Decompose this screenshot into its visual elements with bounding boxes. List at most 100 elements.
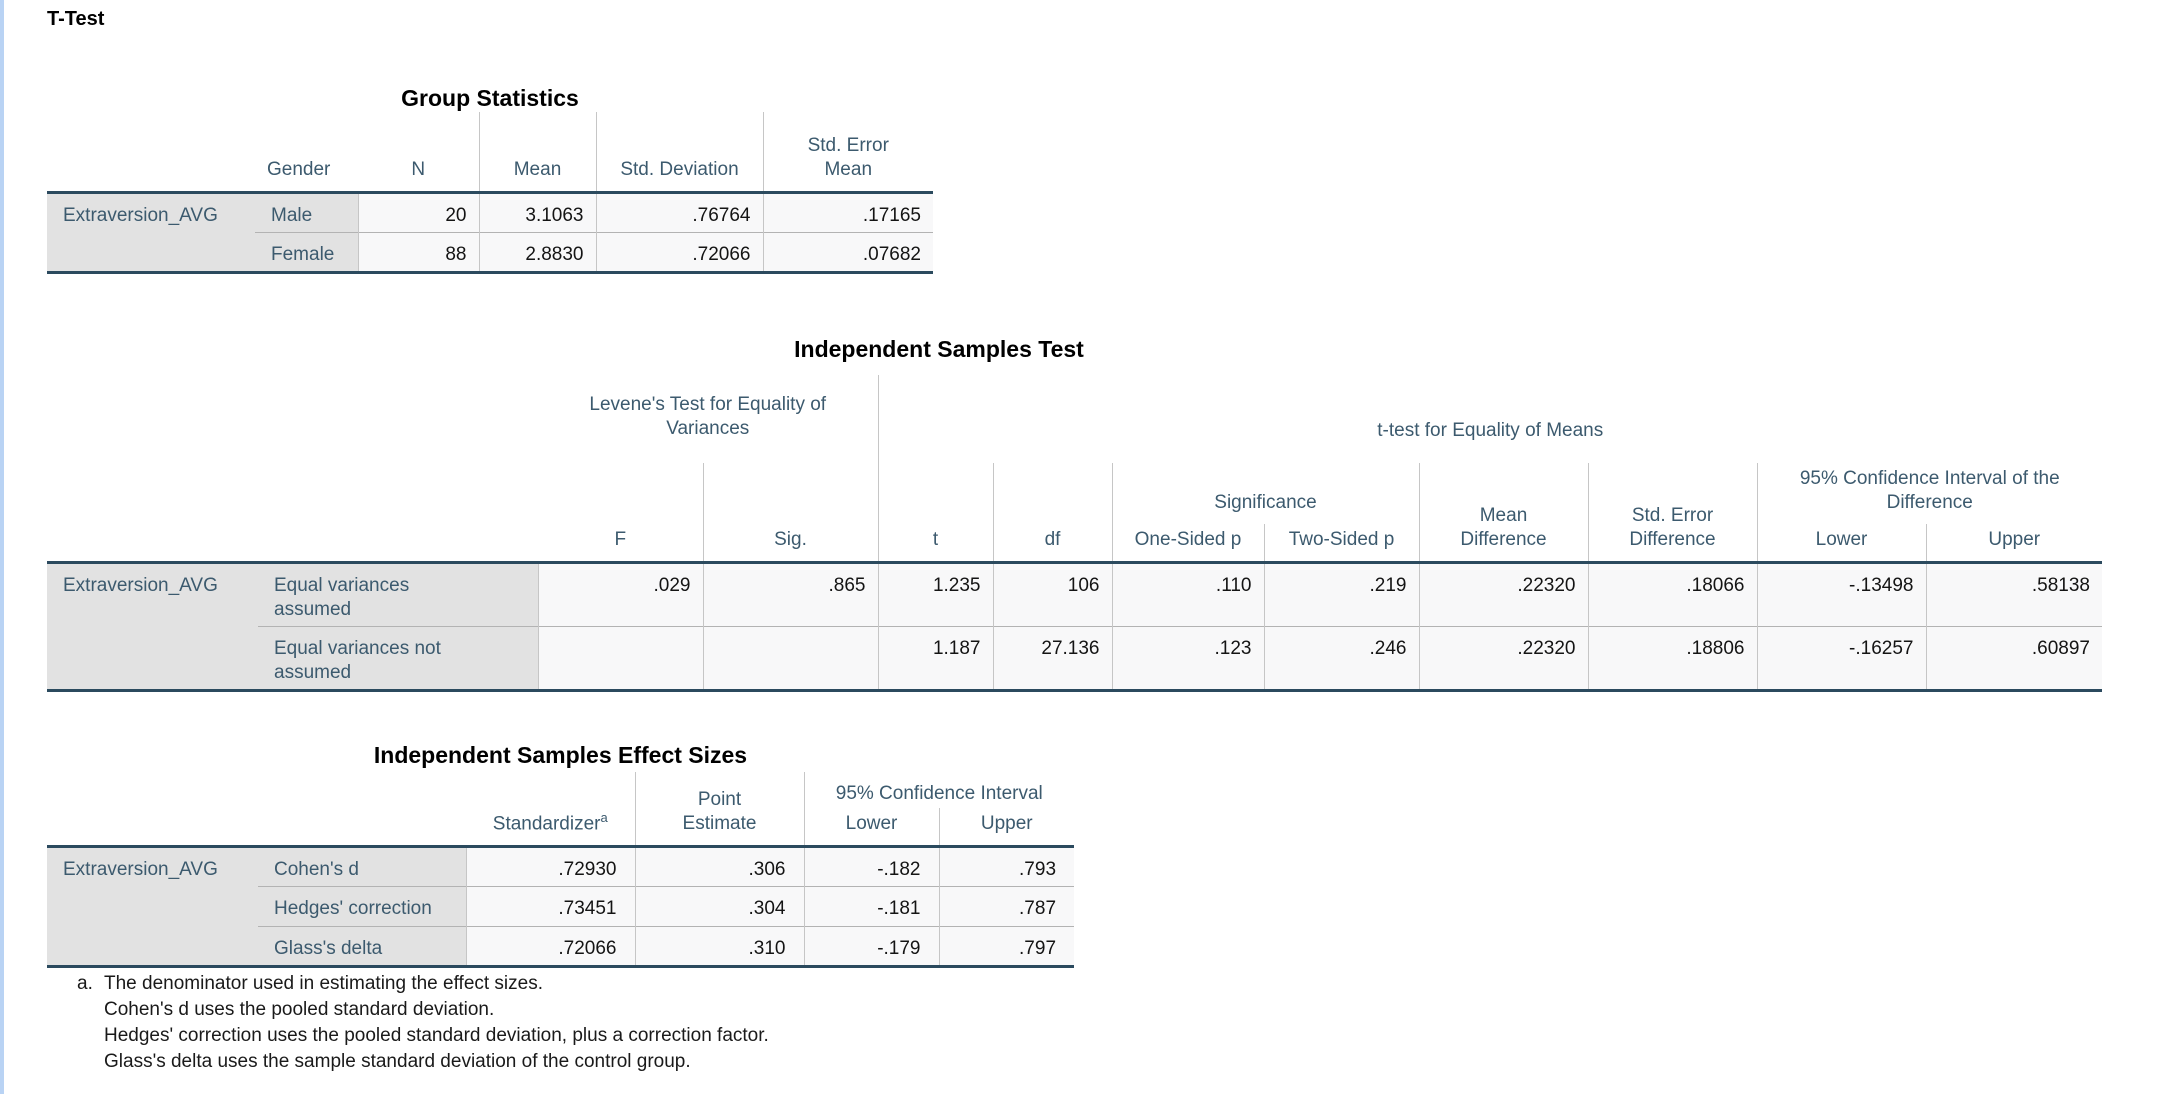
- ist-row-equal-variances-assumed: Extraversion_AVG Equal variances assumed…: [47, 561, 2102, 692]
- ist-value-two-sided-p: .246: [1263, 626, 1419, 692]
- es-measure-label: Hedges' correction: [258, 886, 466, 927]
- es-value-point-estimate: .304: [634, 886, 804, 927]
- gs-value-mean: 3.1063: [478, 190, 596, 232]
- ist-row-equal-variances-not-assumed: Equal variances not assumed 1.187 27.136…: [47, 626, 2102, 692]
- gs-value-std-error-mean: .17165: [762, 190, 933, 232]
- ist-header-mean-difference: Mean Difference: [1418, 463, 1588, 563]
- effect-sizes-title: Independent Samples Effect Sizes: [373, 742, 748, 768]
- es-value-upper: .787: [938, 886, 1075, 927]
- es-measure-label: Glass's delta: [258, 926, 466, 968]
- footnote-line: Glass's delta uses the sample standard d…: [104, 1051, 691, 1072]
- ist-ci-span-header: 95% Confidence Interval of the Differenc…: [1756, 463, 2102, 524]
- ist-assumption-label: Equal variances assumed: [258, 561, 538, 627]
- ist-header-df: df: [992, 463, 1112, 563]
- es-value-standardizer: .72930: [465, 845, 635, 887]
- es-header-upper: Upper: [938, 808, 1075, 847]
- ist-header-upper: Upper: [1925, 524, 2102, 563]
- group-statistics-section: Group Statistics Gender N Mean Std. Devi…: [47, 86, 933, 274]
- es-value-standardizer: .73451: [465, 886, 635, 927]
- es-value-upper: .793: [938, 845, 1075, 887]
- es-header-point-estimate: Point Estimate: [634, 772, 804, 847]
- ist-value-std-error-difference: .18066: [1587, 561, 1757, 627]
- es-corner-blank: [47, 772, 466, 847]
- gs-header-std-error-mean: Std. Error Mean: [762, 112, 933, 192]
- ist-row-label: Extraversion_AVG: [47, 561, 258, 692]
- ist-value-f: .029: [537, 561, 703, 627]
- ist-levene-span-header: Levene's Test for Equality of Variances: [538, 375, 878, 463]
- ist-value-t: 1.235: [877, 561, 993, 627]
- effect-sizes-section: Independent Samples Effect Sizes Standar…: [47, 742, 1075, 968]
- ist-value-sig: [702, 626, 878, 692]
- gs-group-label: Male: [255, 190, 358, 232]
- es-value-point-estimate: .310: [634, 926, 804, 968]
- ist-value-upper: .58138: [1925, 561, 2102, 627]
- footnote-line: Cohen's d uses the pooled standard devia…: [104, 999, 495, 1020]
- pane-left-border: [0, 0, 4, 1094]
- effect-sizes-footnote: a. The denominator used in estimating th…: [77, 971, 769, 1075]
- ist-ttest-span-header: t-test for Equality of Means: [877, 375, 2102, 463]
- ist-value-lower: -.16257: [1756, 626, 1926, 692]
- ist-header-f: F: [538, 463, 703, 563]
- ist-significance-span-header: Significance: [1111, 463, 1419, 524]
- es-row-label: Extraversion_AVG: [47, 845, 258, 968]
- ist-value-mean-difference: .22320: [1418, 626, 1588, 692]
- ist-header-two-sided-p: Two-Sided p: [1263, 524, 1419, 563]
- ist-header-lower: Lower: [1756, 524, 1926, 563]
- gs-header-std-deviation: Std. Deviation: [595, 112, 763, 192]
- effect-sizes-table: Standardizera Point Estimate 95% Confide…: [47, 772, 1075, 968]
- ist-value-lower: -.13498: [1756, 561, 1926, 627]
- ist-value-upper: .60897: [1925, 626, 2102, 692]
- ist-value-mean-difference: .22320: [1418, 561, 1588, 627]
- gs-value-n: 88: [357, 231, 479, 274]
- es-header-standardizer: Standardizera: [466, 772, 635, 847]
- ist-header-t: t: [877, 463, 993, 563]
- gs-header-gender: Gender: [255, 112, 358, 192]
- output-section-title: T-Test: [47, 8, 105, 30]
- footnote-line: The denominator used in estimating the e…: [104, 973, 544, 994]
- ist-corner-blank: [47, 375, 538, 563]
- gs-row-male: Extraversion_AVG Male 20 3.1063 .76764 .…: [47, 190, 933, 274]
- gs-group-label: Female: [255, 231, 358, 274]
- gs-value-mean: 2.8830: [478, 231, 596, 274]
- gs-value-std-error-mean: .07682: [762, 231, 933, 274]
- ist-header-one-sided-p: One-Sided p: [1111, 524, 1264, 563]
- ist-value-df: 27.136: [992, 626, 1112, 692]
- gs-value-std-deviation: .76764: [595, 190, 763, 232]
- footnote-line: Hedges' correction uses the pooled stand…: [104, 1025, 769, 1046]
- gs-value-std-deviation: .72066: [595, 231, 763, 274]
- es-row-hedges-correction: Hedges' correction .73451 .304 -.181 .78…: [47, 886, 1075, 927]
- gs-header-mean: Mean: [478, 112, 596, 192]
- ist-value-sig: .865: [702, 561, 878, 627]
- ist-header-std-error-difference: Std. Error Difference: [1587, 463, 1757, 563]
- ist-value-two-sided-p: .219: [1263, 561, 1419, 627]
- group-statistics-title: Group Statistics: [401, 85, 579, 111]
- group-statistics-table: Gender N Mean Std. Deviation Std. Error …: [47, 112, 933, 274]
- es-header-lower: Lower: [803, 808, 939, 847]
- independent-samples-test-table: Levene's Test for Equality of Variances …: [47, 375, 2102, 692]
- es-ci-span-header: 95% Confidence Interval: [803, 772, 1075, 808]
- ist-assumption-label: Equal variances not assumed: [258, 626, 538, 692]
- es-row-glasss-delta: Glass's delta .72066 .310 -.179 .797: [47, 926, 1075, 968]
- independent-samples-test-title: Independent Samples Test: [794, 336, 1084, 362]
- es-measure-label: Cohen's d: [258, 845, 466, 887]
- ist-value-df: 106: [992, 561, 1112, 627]
- es-value-lower: -.179: [803, 926, 939, 968]
- ist-value-t: 1.187: [877, 626, 993, 692]
- ist-header-sig: Sig.: [702, 463, 878, 563]
- ist-value-f: [537, 626, 703, 692]
- es-value-point-estimate: .306: [634, 845, 804, 887]
- gs-header-n: N: [358, 112, 479, 192]
- footnote-marker: a.: [77, 973, 93, 994]
- es-value-lower: -.181: [803, 886, 939, 927]
- ist-value-one-sided-p: .110: [1111, 561, 1264, 627]
- es-standardizer-footnote-mark: a: [600, 809, 608, 825]
- ist-value-std-error-difference: .18806: [1587, 626, 1757, 692]
- es-value-standardizer: .72066: [465, 926, 635, 968]
- gs-corner-blank: [47, 112, 255, 192]
- gs-row-female: Female 88 2.8830 .72066 .07682: [47, 231, 933, 274]
- es-value-lower: -.182: [803, 845, 939, 887]
- ist-value-one-sided-p: .123: [1111, 626, 1264, 692]
- es-value-upper: .797: [938, 926, 1075, 968]
- es-row-cohens-d: Extraversion_AVG Cohen's d .72930 .306 -…: [47, 845, 1075, 968]
